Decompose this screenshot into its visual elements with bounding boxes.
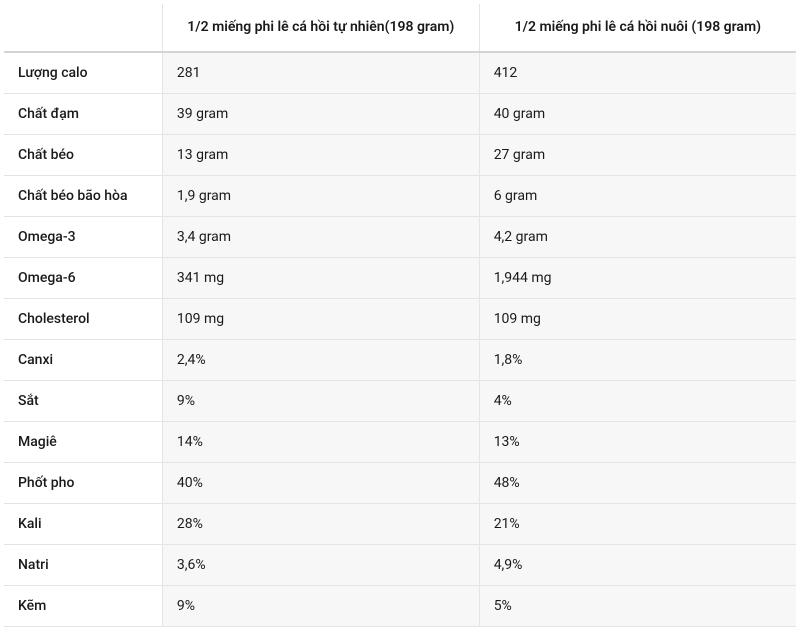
table-row: Omega-3 3,4 gram 4,2 gram xyxy=(4,216,796,257)
table-row: Cholesterol 109 mg 109 mg xyxy=(4,298,796,339)
nutrition-table: 1/2 miếng phi lê cá hồi tự nhiên(198 gra… xyxy=(4,4,796,627)
header-col-farmed: 1/2 miếng phi lê cá hồi nuôi (198 gram) xyxy=(479,4,796,52)
row-value-wild: 9% xyxy=(162,585,479,626)
row-value-wild: 3,6% xyxy=(162,544,479,585)
table-row: Chất béo 13 gram 27 gram xyxy=(4,134,796,175)
row-value-farmed: 6 gram xyxy=(479,175,796,216)
header-col-wild: 1/2 miếng phi lê cá hồi tự nhiên(198 gra… xyxy=(162,4,479,52)
row-value-farmed: 4% xyxy=(479,380,796,421)
row-value-farmed: 412 xyxy=(479,52,796,94)
row-value-farmed: 1,8% xyxy=(479,339,796,380)
row-label: Omega-3 xyxy=(4,216,162,257)
row-value-wild: 341 mg xyxy=(162,257,479,298)
row-label: Sắt xyxy=(4,380,162,421)
row-label: Kali xyxy=(4,503,162,544)
row-value-farmed: 109 mg xyxy=(479,298,796,339)
row-value-farmed: 1,944 mg xyxy=(479,257,796,298)
table-header: 1/2 miếng phi lê cá hồi tự nhiên(198 gra… xyxy=(4,4,796,52)
row-value-wild: 14% xyxy=(162,421,479,462)
row-value-wild: 281 xyxy=(162,52,479,94)
row-label: Chất béo bão hòa xyxy=(4,175,162,216)
table-row: Phốt pho 40% 48% xyxy=(4,462,796,503)
table-body: Lượng calo 281 412 Chất đạm 39 gram 40 g… xyxy=(4,52,796,627)
row-label: Natri xyxy=(4,544,162,585)
row-label: Omega-6 xyxy=(4,257,162,298)
table-row: Magiê 14% 13% xyxy=(4,421,796,462)
row-value-farmed: 13% xyxy=(479,421,796,462)
row-value-wild: 3,4 gram xyxy=(162,216,479,257)
row-label: Phốt pho xyxy=(4,462,162,503)
table-row: Canxi 2,4% 1,8% xyxy=(4,339,796,380)
row-value-wild: 13 gram xyxy=(162,134,479,175)
table-row: Kẽm 9% 5% xyxy=(4,585,796,626)
row-label: Lượng calo xyxy=(4,52,162,94)
table-row: Omega-6 341 mg 1,944 mg xyxy=(4,257,796,298)
row-value-wild: 9% xyxy=(162,380,479,421)
row-value-farmed: 40 gram xyxy=(479,93,796,134)
row-label: Magiê xyxy=(4,421,162,462)
row-value-wild: 109 mg xyxy=(162,298,479,339)
header-empty xyxy=(4,4,162,52)
row-value-farmed: 4,9% xyxy=(479,544,796,585)
row-value-farmed: 4,2 gram xyxy=(479,216,796,257)
row-value-farmed: 48% xyxy=(479,462,796,503)
row-value-wild: 2,4% xyxy=(162,339,479,380)
row-label: Chất đạm xyxy=(4,93,162,134)
row-label: Kẽm xyxy=(4,585,162,626)
row-label: Cholesterol xyxy=(4,298,162,339)
table-row: Lượng calo 281 412 xyxy=(4,52,796,94)
row-value-wild: 39 gram xyxy=(162,93,479,134)
row-value-wild: 28% xyxy=(162,503,479,544)
row-value-farmed: 5% xyxy=(479,585,796,626)
row-label: Chất béo xyxy=(4,134,162,175)
table-row: Natri 3,6% 4,9% xyxy=(4,544,796,585)
row-value-wild: 1,9 gram xyxy=(162,175,479,216)
table-row: Sắt 9% 4% xyxy=(4,380,796,421)
row-value-farmed: 27 gram xyxy=(479,134,796,175)
table-row: Chất đạm 39 gram 40 gram xyxy=(4,93,796,134)
row-label: Canxi xyxy=(4,339,162,380)
table-row: Kali 28% 21% xyxy=(4,503,796,544)
row-value-farmed: 21% xyxy=(479,503,796,544)
table-row: Chất béo bão hòa 1,9 gram 6 gram xyxy=(4,175,796,216)
row-value-wild: 40% xyxy=(162,462,479,503)
